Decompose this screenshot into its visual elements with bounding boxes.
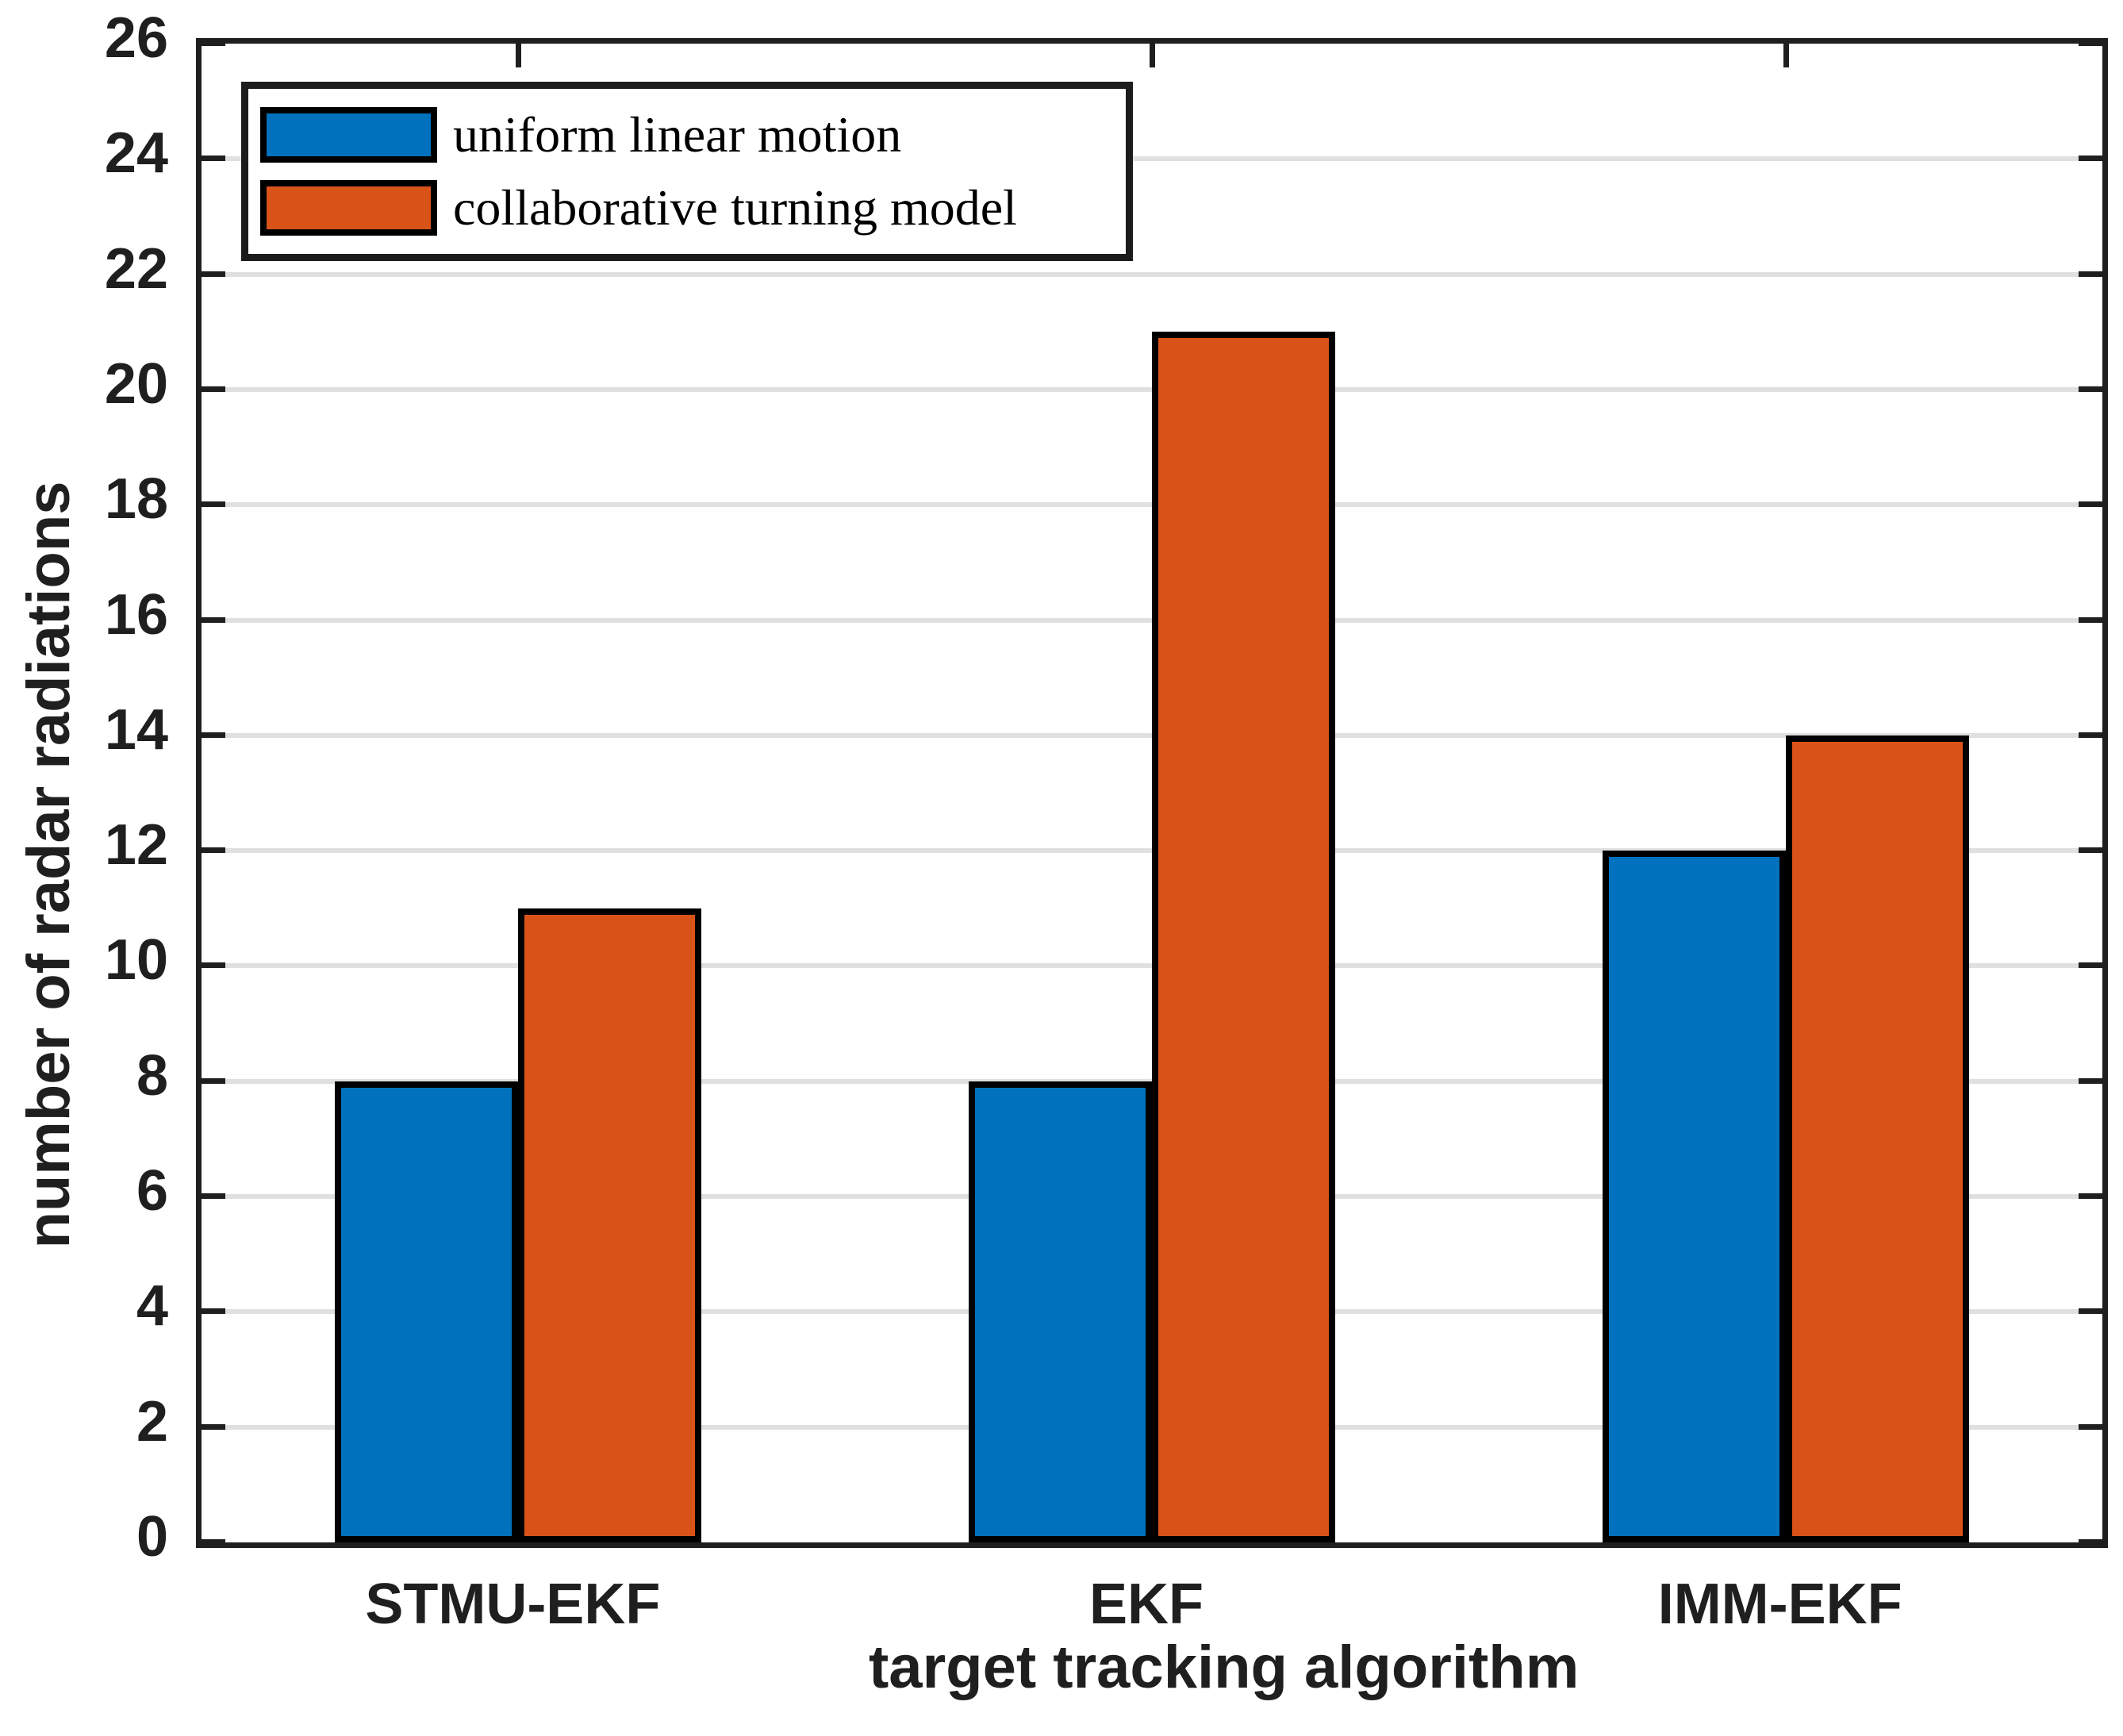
tick-left-y-20 [202,386,225,392]
tick-left-y-22 [202,271,225,277]
tick-right-y-18 [2079,501,2102,508]
tick-left-y-4 [202,1308,225,1315]
y-tick-label-22: 22 [104,236,168,301]
y-tick-label-18: 18 [104,467,168,532]
y-tick-label-14: 14 [104,697,168,762]
y-tick-label-8: 8 [136,1043,168,1108]
y-tick-label-20: 20 [104,351,168,416]
x-tick-label-IMM-EKF: IMM-EKF [1657,1573,1902,1636]
tick-left-y-10 [202,962,225,969]
y-tick-label-10: 10 [104,928,168,993]
tick-right-y-20 [2079,386,2102,392]
gridline-y-24 [202,156,2102,162]
tick-right-y-8 [2079,1077,2102,1084]
tick-right-y-24 [2079,156,2102,162]
x-axis-label: target tracking algorithm [869,1634,1580,1701]
y-tick-label-16: 16 [104,582,168,647]
bar-EKF-series-1 [969,1081,1152,1542]
tick-top-x-STMU-EKF [516,44,522,67]
bar-STMU-EKF-series-2 [518,908,702,1542]
tick-right-y-16 [2079,616,2102,623]
legend-label-series-1: uniform linear motion [453,106,902,163]
legend: uniform linear motion collaborative turn… [241,82,1133,261]
tick-right-y-12 [2079,847,2102,854]
gridline-y-22 [202,271,2102,277]
tick-top-x-IMM-EKF [1783,44,1789,67]
legend-item-collaborative-turning-model: collaborative turning model [248,180,1126,236]
y-tick-label-0: 0 [136,1505,168,1569]
x-tick-label-STMU-EKF: STMU-EKF [365,1573,661,1636]
y-tick-label-6: 6 [136,1159,168,1223]
tick-left-y-16 [202,616,225,623]
legend-swatch-series-2 [260,180,437,236]
x-tick-label-EKF: EKF [1089,1573,1204,1636]
legend-swatch-series-1 [260,106,437,163]
tick-left-y-26 [202,40,225,46]
legend-item-uniform-linear-motion: uniform linear motion [248,106,1126,163]
tick-right-y-2 [2079,1423,2102,1430]
tick-left-y-12 [202,847,225,854]
bar-EKF-series-2 [1152,332,1335,1542]
tick-right-y-4 [2079,1308,2102,1315]
y-tick-label-26: 26 [104,6,168,70]
tick-left-y-18 [202,501,225,508]
tick-left-y-24 [202,156,225,162]
tick-right-y-6 [2079,1193,2102,1200]
legend-label-series-2: collaborative turning model [453,179,1017,236]
plot-area [196,38,2108,1548]
y-tick-label-4: 4 [136,1274,168,1338]
tick-left-y-6 [202,1193,225,1200]
tick-right-y-26 [2079,40,2102,46]
y-tick-label-2: 2 [136,1389,168,1454]
tick-top-x-EKF [1150,44,1155,67]
y-tick-label-24: 24 [104,121,168,186]
bar-IMM-EKF-series-2 [1785,735,1969,1542]
bar-IMM-EKF-series-1 [1602,851,1786,1542]
tick-left-y-0 [202,1539,225,1545]
tick-right-y-14 [2079,732,2102,738]
tick-right-y-0 [2079,1539,2102,1545]
y-tick-label-12: 12 [104,813,168,878]
tick-right-y-22 [2079,271,2102,277]
y-axis-label: number of radar radiations [15,481,83,1249]
tick-left-y-14 [202,732,225,738]
bar-STMU-EKF-series-1 [335,1081,519,1542]
tick-right-y-10 [2079,962,2102,969]
tick-left-y-2 [202,1423,225,1430]
tick-left-y-8 [202,1077,225,1084]
